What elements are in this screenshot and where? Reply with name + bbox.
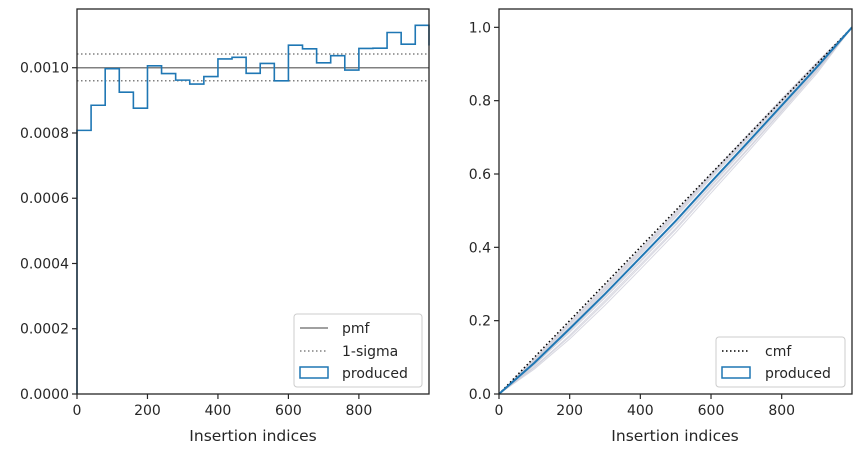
- right-y-tick-label: 1.0: [469, 20, 491, 36]
- left-x-axis-label: Insertion indices: [189, 427, 316, 445]
- left-y-tick-label: 0.0002: [20, 322, 69, 338]
- left-axes-frame: [76, 8, 430, 395]
- bootstrap-cdf-line: [498, 27, 853, 395]
- cmf-line: [498, 26, 853, 395]
- legend-produced-swatch-right: [721, 366, 751, 379]
- right-legend-box: [715, 336, 846, 388]
- right-x-tick-label: 600: [698, 403, 725, 419]
- left-y-tick-label: 0.0008: [20, 126, 69, 142]
- left-plot-area: [76, 24, 430, 394]
- bootstrap-cdf-line: [498, 27, 853, 395]
- left-x-tick-label: 800: [346, 403, 373, 419]
- right-plot-area: [498, 26, 853, 395]
- right-panel: 0 200 400 600 800 0.0 0.2 0.4 0.6 0.8 1.0 Inserti…: [469, 8, 853, 445]
- right-x-tick-label: 800: [768, 403, 795, 419]
- bootstrap-cdf-line: [498, 27, 853, 395]
- right-y-ticks: 0.0 0.2 0.4 0.6 0.8 1.0: [469, 20, 499, 403]
- left-y-ticks: 0.0000 0.0002 0.0004 0.0006 0.0008 0.0010: [20, 61, 77, 403]
- legend-pmf-label: pmf: [342, 321, 371, 337]
- right-x-tick-label: 200: [556, 403, 583, 419]
- legend-1-sigma-label: 1-sigma: [342, 344, 398, 360]
- left-x-ticks: 0 200 400 600 800: [73, 394, 373, 419]
- left-x-tick-label: 0: [73, 403, 82, 419]
- legend-produced-label: produced: [342, 366, 408, 382]
- right-y-tick-label: 0.0: [469, 387, 491, 403]
- bootstrap-cdf-line: [498, 26, 853, 395]
- left-y-tick-label: 0.0006: [20, 191, 69, 207]
- legend-produced-label-right: produced: [765, 366, 831, 382]
- right-axes-frame: [498, 8, 853, 395]
- right-y-tick-label: 0.4: [469, 240, 491, 256]
- left-legend-box: [293, 313, 423, 388]
- right-y-tick-label: 0.8: [469, 94, 491, 110]
- left-panel: 0 200 400 600 800 0.00000.00020.00040.00060.…: [20, 8, 430, 445]
- right-x-axis-label: Insertion indices: [611, 427, 738, 445]
- bootstrap-cdf-line: [498, 27, 853, 395]
- right-y-tick-label: 0.6: [469, 167, 491, 183]
- left-x-tick-label: 400: [205, 403, 232, 419]
- right-legend: cmf produced: [715, 336, 846, 388]
- right-x-tick-label: 0: [495, 403, 504, 419]
- bootstrap-cdf-line: [498, 27, 853, 395]
- bootstrap-cdf-line: [498, 26, 853, 395]
- left-legend: pmf 1-sigma produced: [293, 313, 423, 388]
- produced-cdf-line: [498, 26, 853, 395]
- left-x-tick-label: 600: [275, 403, 302, 419]
- right-x-ticks: 0 200 400 600 800: [495, 394, 795, 419]
- right-x-tick-label: 400: [627, 403, 654, 419]
- legend-cmf-label: cmf: [765, 344, 792, 360]
- left-y-tick-label: 0.0004: [20, 256, 69, 272]
- left-x-tick-label: 200: [134, 403, 161, 419]
- left-y-tick-label: 0.0010: [20, 61, 69, 77]
- legend-produced-swatch: [299, 366, 329, 379]
- left-y-tick-label: 0.0000: [20, 387, 69, 403]
- produced-step-histogram: [76, 24, 430, 394]
- right-y-tick-label: 0.2: [469, 314, 491, 330]
